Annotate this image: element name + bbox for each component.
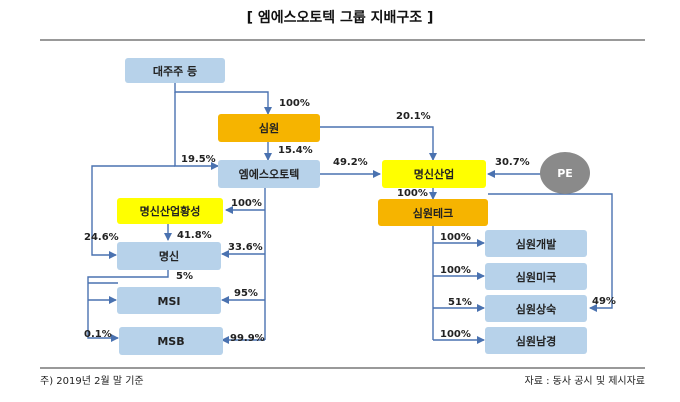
stake-major-msautotech: 19.5% xyxy=(181,154,216,165)
svg-text:PE: PE xyxy=(557,167,573,180)
line-myungshin-msb xyxy=(87,270,169,342)
stake-msautotech-msb: 99.9% xyxy=(230,333,265,344)
svg-text:명신: 명신 xyxy=(159,249,179,263)
footnote-left: 주) 2019년 2월 말 기준 xyxy=(40,375,144,387)
svg-text:MSB: MSB xyxy=(157,335,184,348)
svg-text:심원테크: 심원테크 xyxy=(413,206,453,220)
stake-myungshin-industry-simwontech: 100% xyxy=(397,188,428,199)
stake-msautotech-hwangseong: 100% xyxy=(231,198,262,209)
svg-text:심원미국: 심원미국 xyxy=(516,270,556,284)
svg-text:심원: 심원 xyxy=(259,121,279,135)
stake-simwontech-namgyeong: 100% xyxy=(440,329,471,340)
svg-text:심원상숙: 심원상숙 xyxy=(516,302,556,316)
entity-major-shareholders[interactable]: 대주주 등 xyxy=(125,58,225,83)
entity-myungshin[interactable]: 명신 xyxy=(117,242,221,270)
stake-simwontech-us: 100% xyxy=(440,265,471,276)
line-major-myungshin xyxy=(91,165,175,259)
stake-simwon-msautotech: 15.4% xyxy=(278,145,313,156)
entity-simwon-tech[interactable]: 심원테크 xyxy=(378,199,488,226)
entity-simwon-namgyeong[interactable]: 심원남경 xyxy=(485,327,587,354)
stake-simwontech-sangsuk: 51% xyxy=(448,297,472,308)
svg-text:심원개발: 심원개발 xyxy=(516,237,556,251)
stake-major-myungshin: 24.6% xyxy=(84,232,119,243)
stake-simwontech-dev: 100% xyxy=(440,232,471,243)
line-myungshin-industry-sangsuk xyxy=(488,193,613,312)
svg-text:엠에스오토텍: 엠에스오토텍 xyxy=(239,167,300,181)
entity-simwon[interactable]: 심원 xyxy=(218,114,320,142)
entity-ms-autotech[interactable]: 엠에스오토텍 xyxy=(218,160,320,188)
stake-myungshin-industry-sangsuk: 49% xyxy=(592,296,616,307)
stake-msautotech-myungshin-industry: 49.2% xyxy=(333,157,368,168)
entity-simwon-sangsuk[interactable]: 심원상숙 xyxy=(485,295,587,322)
stake-msautotech-msi: 95% xyxy=(234,288,258,299)
svg-text:명신산업: 명신산업 xyxy=(414,167,454,181)
entity-simwon-dev[interactable]: 심원개발 xyxy=(485,230,587,257)
stake-major-simwon: 100% xyxy=(279,98,310,109)
svg-text:명신산업황성: 명신산업황성 xyxy=(140,204,201,218)
stake-hwangseong-myungshin: 41.8% xyxy=(177,230,212,241)
entity-msi[interactable]: MSI xyxy=(117,287,221,314)
stake-myungshin-msi: 5% xyxy=(176,271,193,282)
svg-text:대주주 등: 대주주 등 xyxy=(153,64,197,78)
stake-labels: 100% 15.4% 19.5% 20.1% 49.2% 30.7% 100% … xyxy=(84,98,616,344)
stake-myungshin-msb: 0.1% xyxy=(84,329,112,340)
stake-pe-myungshin-industry: 30.7% xyxy=(495,157,530,168)
svg-text:MSI: MSI xyxy=(158,295,181,308)
entity-myungshin-hwangseong[interactable]: 명신산업황성 xyxy=(117,198,223,224)
line-major-simwon xyxy=(174,82,272,115)
line-simwon-myungshin-industry xyxy=(320,126,437,161)
entity-myungshin-industry[interactable]: 명신산업 xyxy=(382,160,486,188)
svg-text:심원남경: 심원남경 xyxy=(516,334,556,348)
entity-msb[interactable]: MSB xyxy=(119,327,223,355)
stake-msautotech-myungshin: 33.6% xyxy=(228,242,263,253)
entity-pe[interactable]: PE xyxy=(540,152,590,194)
footnote-right: 자료 : 동사 공시 및 제시자료 xyxy=(525,375,645,387)
page-title: [ 엠에스오토텍 그룹 지배구조 ] xyxy=(247,9,434,26)
entity-simwon-us[interactable]: 심원미국 xyxy=(485,263,587,290)
connector-lines xyxy=(87,82,613,344)
stake-simwon-myungshin-industry: 20.1% xyxy=(396,111,431,122)
